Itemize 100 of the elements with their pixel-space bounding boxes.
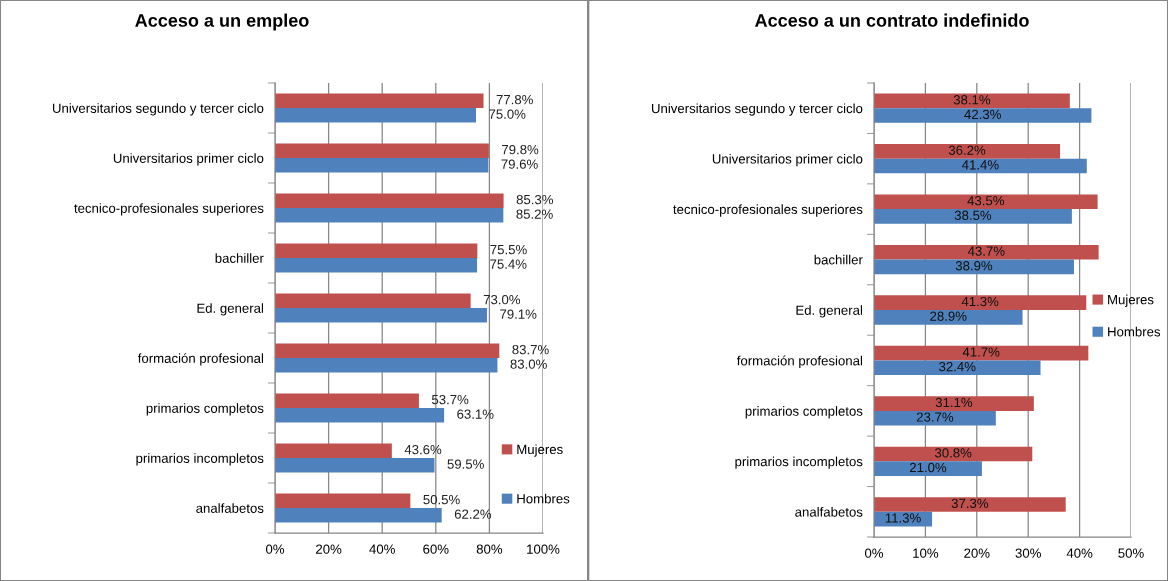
x-tick-label: 100%	[527, 544, 560, 554]
y-tick-label: primarios completos	[146, 403, 264, 416]
data-label: 43.7%	[967, 246, 1005, 256]
bar	[874, 295, 1087, 310]
bar	[275, 493, 411, 508]
data-label: 79.1%	[500, 309, 537, 319]
data-label: 32.4%	[939, 361, 976, 372]
bar	[275, 243, 478, 258]
data-label: 50.5%	[423, 494, 460, 505]
y-tick-label: analfabetos	[196, 503, 264, 513]
bar	[275, 358, 498, 373]
data-label: 23.7%	[916, 412, 954, 422]
data-label: 21.0%	[909, 462, 947, 473]
bar	[874, 144, 1061, 159]
x-tick-label: 20%	[964, 548, 990, 558]
x-tick-label: 80%	[476, 544, 503, 554]
data-label: 75.4%	[490, 259, 527, 269]
bar	[874, 310, 1023, 325]
x-tick-label: 20%	[316, 544, 342, 554]
data-label: 79.6%	[501, 159, 538, 169]
legend-label: Hombres	[1108, 326, 1161, 337]
bar	[275, 208, 504, 223]
legend-label: Hombres	[517, 493, 570, 504]
x-tick-label: 40%	[369, 544, 395, 554]
x-tick-label: 10%	[913, 548, 939, 558]
y-tick-label: Ed. general	[197, 303, 264, 316]
data-label: 83.7%	[512, 344, 549, 355]
x-tick-label: 0%	[265, 544, 285, 554]
data-label: 38.1%	[953, 95, 991, 105]
bar	[874, 446, 1033, 462]
data-label: 42.3%	[964, 109, 1001, 120]
bar	[275, 408, 445, 423]
bar	[275, 458, 435, 473]
bar	[275, 158, 489, 173]
data-label: 85.3%	[516, 194, 554, 205]
bar	[874, 396, 1034, 411]
y-tick-label: bachiller	[814, 254, 863, 265]
y-tick-label: Universitarios primer ciclo	[113, 153, 264, 166]
data-label: 63.1%	[457, 409, 494, 419]
data-label: 75.0%	[489, 109, 526, 119]
data-label: 28.9%	[930, 311, 967, 321]
legend-label: Mujeres	[517, 444, 563, 457]
bar	[275, 93, 484, 108]
bar	[874, 194, 1098, 210]
data-label: 75.5%	[490, 245, 527, 255]
bar	[275, 258, 478, 273]
bar	[874, 410, 996, 426]
chart-title: Acceso a un empleo	[135, 13, 309, 31]
data-label: 41.4%	[962, 160, 999, 170]
data-label: 73.0%	[483, 294, 521, 305]
data-label: 53.7%	[431, 394, 469, 405]
bar	[275, 143, 489, 158]
bar	[275, 393, 419, 408]
data-label: 79.8%	[502, 144, 539, 155]
bar	[874, 345, 1089, 361]
bar	[874, 360, 1041, 376]
y-tick-label: tecnico-profesionales superiores	[74, 203, 264, 216]
y-tick-label: Universitarios segundo y tercer ciclo	[651, 103, 863, 116]
data-label: 43.5%	[967, 196, 1005, 206]
y-tick-label: tecnico-profesionales superiores	[673, 204, 863, 217]
data-label: 85.2%	[516, 209, 553, 219]
y-tick-label: primarios incompletos	[735, 456, 863, 469]
bar	[874, 108, 1092, 123]
bar	[874, 158, 1087, 174]
data-label: 43.6%	[404, 444, 442, 455]
bar	[275, 193, 504, 208]
legend-label: Mujeres	[1108, 294, 1154, 307]
bar	[874, 259, 1074, 275]
bar	[874, 497, 1066, 512]
bar	[275, 508, 442, 523]
data-label: 11.3%	[885, 513, 921, 523]
data-label: 62.2%	[454, 509, 492, 519]
y-tick-label: formación profesional	[736, 355, 863, 369]
data-label: 38.9%	[955, 261, 993, 271]
data-label: 36.2%	[948, 145, 986, 155]
y-tick-label: analfabetos	[795, 507, 863, 517]
y-tick-label: Universitarios primer ciclo	[712, 153, 863, 167]
data-label: 59.5%	[447, 459, 484, 469]
y-tick-label: primarios incompletos	[136, 453, 264, 466]
data-label: 41.3%	[961, 296, 999, 307]
chart-title: Acceso a un contrato indefinido	[755, 13, 1029, 27]
y-tick-label: formación profesional	[137, 353, 264, 366]
x-tick-label: 50%	[1118, 548, 1144, 558]
y-tick-label: primarios completos	[745, 406, 863, 419]
y-tick-label: bachiller	[215, 253, 264, 263]
data-label: 83.0%	[510, 359, 547, 369]
data-label: 41.7%	[962, 347, 1000, 357]
x-tick-label: 0%	[864, 548, 884, 558]
bar	[874, 244, 1099, 260]
x-tick-label: 30%	[1015, 548, 1041, 558]
bar	[874, 461, 982, 476]
data-label: 31.1%	[935, 397, 973, 408]
bar	[275, 293, 471, 308]
y-tick-label: Ed. general	[796, 305, 863, 318]
data-label: 30.8%	[934, 448, 972, 458]
bar	[275, 308, 487, 323]
x-tick-label: 40%	[1066, 548, 1093, 558]
bar	[275, 443, 392, 458]
y-tick-label: Universitarios segundo y tercer ciclo	[52, 103, 264, 116]
bar	[874, 93, 1070, 109]
